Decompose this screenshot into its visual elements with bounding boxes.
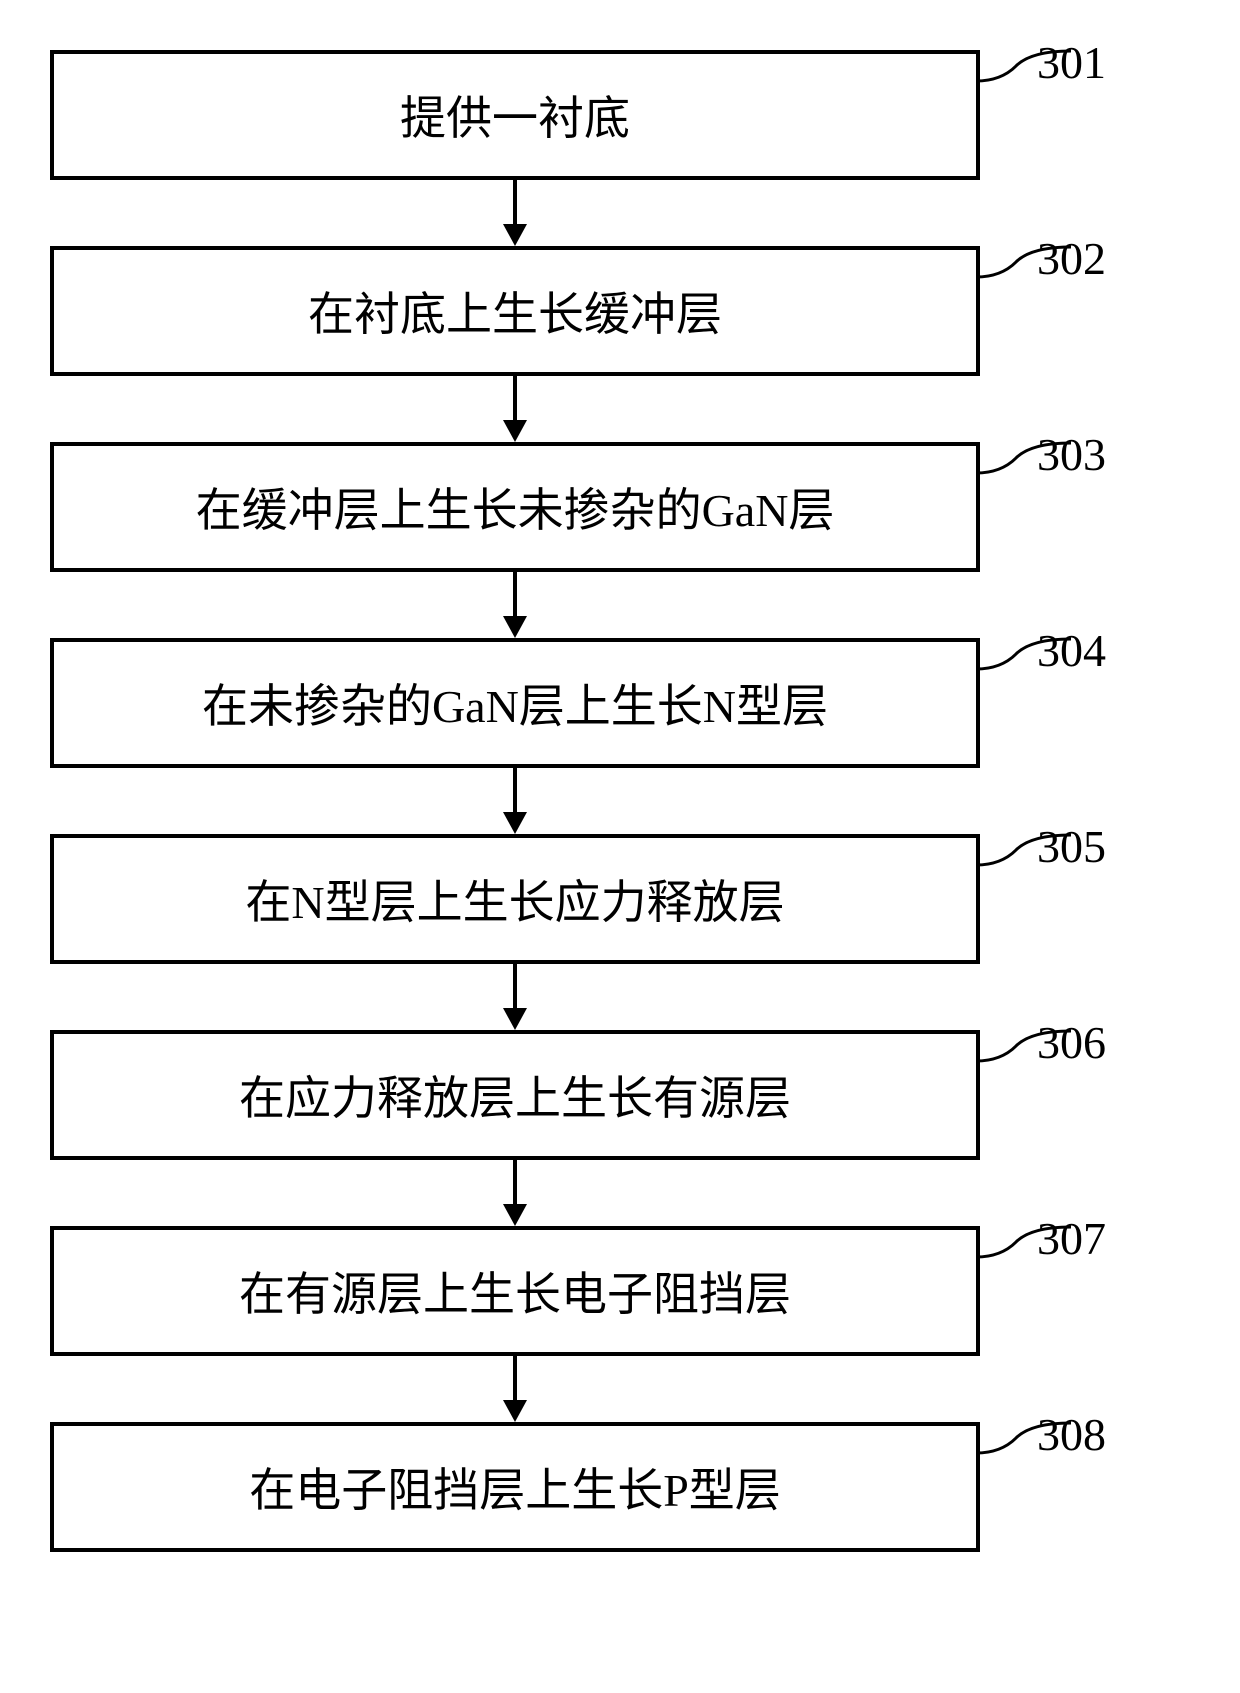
step-label: 302 [1037, 232, 1106, 285]
arrow-down-icon [495, 180, 535, 246]
step-label: 303 [1037, 428, 1106, 481]
step-label: 306 [1037, 1016, 1106, 1069]
step-label: 301 [1037, 36, 1106, 89]
flow-step-304: 在未掺杂的GaN层上生长N型层 304 [50, 638, 980, 768]
flow-step-text: 在N型层上生长应力释放层 [245, 866, 784, 932]
flow-step-306: 在应力释放层上生长有源层 306 [50, 1030, 980, 1160]
flow-step-302: 在衬底上生长缓冲层 302 [50, 246, 980, 376]
arrow-connector [50, 572, 980, 638]
arrow-down-icon [495, 964, 535, 1030]
flow-step-text: 在应力释放层上生长有源层 [239, 1062, 791, 1128]
arrow-connector [50, 376, 980, 442]
flow-step-text: 在有源层上生长电子阻挡层 [239, 1258, 791, 1324]
step-label: 308 [1037, 1408, 1106, 1461]
arrow-down-icon [495, 1160, 535, 1226]
flow-step-307: 在有源层上生长电子阻挡层 307 [50, 1226, 980, 1356]
flow-step-text: 提供一衬底 [400, 82, 630, 148]
flow-step-text: 在衬底上生长缓冲层 [308, 278, 722, 344]
flow-step-text: 在电子阻挡层上生长P型层 [249, 1454, 781, 1520]
arrow-down-icon [495, 1356, 535, 1422]
flow-step-303: 在缓冲层上生长未掺杂的GaN层 303 [50, 442, 980, 572]
arrow-connector [50, 1356, 980, 1422]
step-label: 305 [1037, 820, 1106, 873]
step-label: 307 [1037, 1212, 1106, 1265]
flow-step-text: 在未掺杂的GaN层上生长N型层 [202, 670, 828, 736]
arrow-down-icon [495, 376, 535, 442]
step-label: 304 [1037, 624, 1106, 677]
flow-step-301: 提供一衬底 301 [50, 50, 980, 180]
flowchart-container: 提供一衬底 301 在衬底上生长缓冲层 302 在缓冲层上生长未掺杂的GaN层 … [50, 50, 1100, 1552]
arrow-down-icon [495, 768, 535, 834]
arrow-connector [50, 768, 980, 834]
arrow-connector [50, 964, 980, 1030]
arrow-connector [50, 1160, 980, 1226]
arrow-connector [50, 180, 980, 246]
flow-step-308: 在电子阻挡层上生长P型层 308 [50, 1422, 980, 1552]
flow-step-text: 在缓冲层上生长未掺杂的GaN层 [196, 474, 835, 540]
arrow-down-icon [495, 572, 535, 638]
flow-step-305: 在N型层上生长应力释放层 305 [50, 834, 980, 964]
